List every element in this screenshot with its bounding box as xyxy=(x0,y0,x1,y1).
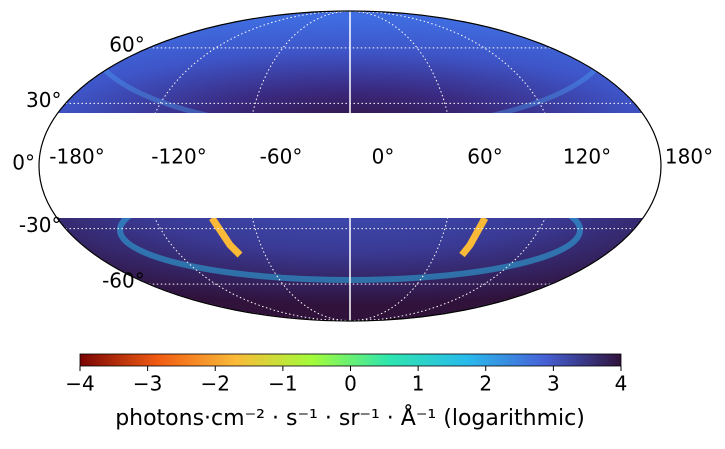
colorbar-label: photons·cm⁻² · s⁻¹ · sr⁻¹ · Å⁻¹ (logarit… xyxy=(115,404,585,431)
empty-band xyxy=(39,113,661,218)
hot-spot xyxy=(209,216,243,258)
colorbar-tick-label: −2 xyxy=(201,372,230,396)
y-tick-label: 60° xyxy=(109,32,144,56)
x-tick-label: 0° xyxy=(372,145,395,169)
y-tick-label: -60° xyxy=(102,269,145,293)
map-outline xyxy=(38,10,662,322)
x-tick-label: 180° xyxy=(665,145,713,169)
colorbar-tick-label: 4 xyxy=(615,372,628,396)
x-tick-label: 120° xyxy=(563,145,611,169)
colorbar-tick-label: 3 xyxy=(547,372,560,396)
x-tick-label: -180° xyxy=(49,145,104,169)
colorbar-tick-label: 1 xyxy=(412,372,425,396)
colorbar-tick-label: −1 xyxy=(268,372,297,396)
colorbar xyxy=(79,353,622,367)
x-tick-label: 60° xyxy=(467,145,502,169)
hot-spot xyxy=(459,216,489,258)
colorbar-tick-label: 2 xyxy=(479,372,492,396)
colorbar-tick-label: −4 xyxy=(65,372,94,396)
grid-line xyxy=(142,11,351,321)
colorbar-tick-label: −3 xyxy=(133,372,162,396)
y-tick-label: -30° xyxy=(19,213,62,237)
x-tick-label: -60° xyxy=(260,145,303,169)
x-tick-label: -120° xyxy=(151,145,206,169)
y-tick-label: 30° xyxy=(26,88,61,112)
colorbar-tick-label: 0 xyxy=(344,372,357,396)
grid-line xyxy=(349,11,558,321)
y-tick-label: 0° xyxy=(12,151,35,175)
